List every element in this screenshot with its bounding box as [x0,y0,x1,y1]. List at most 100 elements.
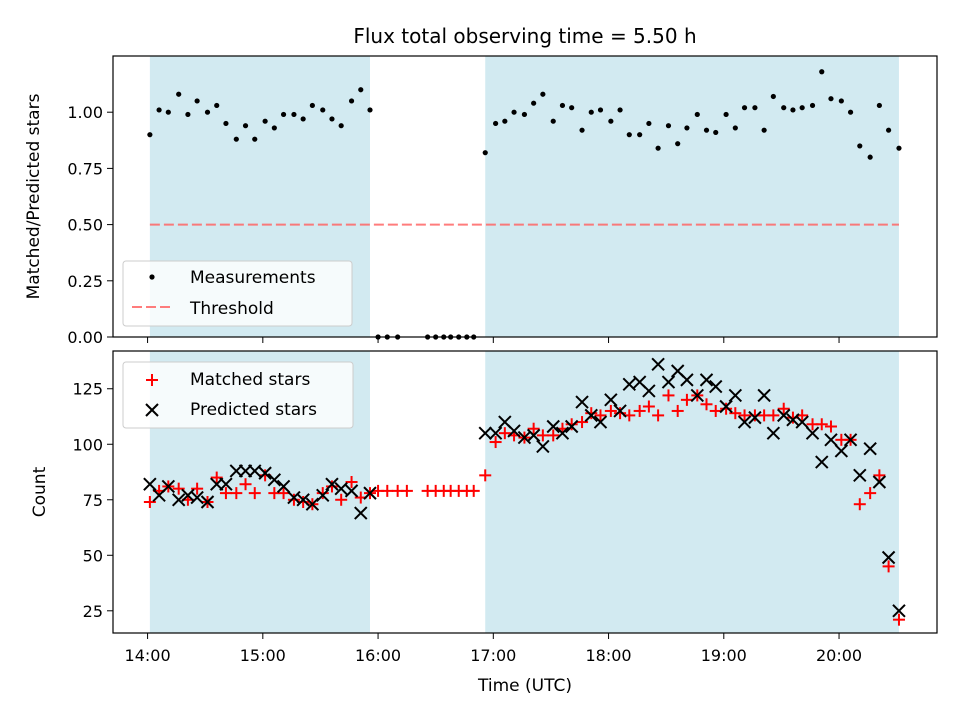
measurement-point [309,102,315,109]
measurement-point [271,125,277,131]
measurement-point [493,120,499,127]
matched-star-point [873,469,886,482]
measurement-point [320,107,326,113]
bottom-y-axis: 25 50 75 100 125 [72,380,113,621]
measurement-point [511,109,517,115]
measurement-point [521,111,528,118]
top-shaded-interval-1 [485,56,899,337]
predicted-star-point [834,444,849,458]
legend-matched-label: Matched stars [190,370,310,390]
predicted-star-point [316,488,330,503]
predicted-star-point [478,426,492,440]
matched-star-point [594,409,607,422]
predicted-star-point [344,484,359,498]
measurement-point [752,105,758,111]
measurement-point [723,111,729,118]
predicted-star-point [757,388,771,403]
measurement-point [194,98,200,104]
measurement-point [637,132,643,138]
chart-title: Flux total observing time = 5.50 h [353,24,696,48]
matched-star-point [467,484,480,497]
matched-star-point [853,498,866,511]
measurement-point [838,98,844,104]
predicted-star-point [593,415,608,429]
predicted-star-point [276,479,291,494]
measurement-point [559,102,566,109]
measurement-point [329,116,335,122]
predicted-star-point [805,426,820,440]
predicted-star-point [815,455,829,469]
matched-star-point [767,409,780,422]
predicted-star-point [161,479,176,494]
measurement-point [694,111,700,118]
measurement-point [291,111,297,118]
legend-predicted-marker [145,403,159,417]
matched-star-point [172,482,185,495]
top-axes-frame [112,55,938,338]
matched-star-point [498,427,511,440]
matched-star-point [335,493,348,506]
matched-star-point [400,484,413,497]
measurement-point [626,132,632,138]
matched-star-point [882,560,895,573]
predicted-star-point [843,433,858,447]
predicted-star-point [853,468,867,483]
predicted-points [143,357,906,618]
measurement-point [204,109,211,115]
matched-star-point [547,429,560,442]
matched-star-point [345,476,358,489]
x-tick-label: 20:00 [816,646,862,665]
bottom-y-tick-label: 125 [72,380,103,399]
predicted-star-point [719,399,733,414]
matched-star-point [536,429,549,442]
measurement-point [675,141,681,147]
predicted-star-point [363,486,377,500]
measurement-point [358,87,364,93]
top-y-tick-label: 0.00 [67,328,103,347]
matched-star-point [239,478,252,491]
predicted-star-point [555,426,570,440]
measurement-point [876,102,882,109]
measurement-point [790,107,796,113]
matched-star-point [143,495,156,508]
measurement-point [781,105,787,111]
top-y-tick-label: 0.75 [67,159,103,178]
predicted-star-point [305,497,320,511]
measurement-point [176,91,182,97]
measurement-point [214,102,220,109]
predicted-star-point [171,493,186,507]
measurement-point [646,120,652,127]
matched-star-point [219,487,232,500]
matched-star-point [316,487,329,500]
measurement-point [867,154,873,160]
matched-star-point [700,398,713,411]
predicted-star-point [622,377,637,392]
top-x-ticks [147,337,840,343]
measurement-point [242,123,249,129]
x-tick-label: 14:00 [125,646,171,665]
predicted-star-point [488,426,503,440]
x-axis-label: Time (UTC) [477,676,572,696]
matched-star-point [287,493,300,506]
measurement-point [770,93,776,100]
measurement-point [761,127,767,133]
measurement-point [713,129,719,136]
top-legend-box [122,260,353,327]
predicted-star-point [248,464,262,478]
measurement-point [885,127,892,133]
measurement-point [569,105,575,111]
top-panel: 0.00 0.25 0.50 0.75 1.00 Matched/Predicted s… [24,55,938,347]
legend-measurements-label: Measurements [190,268,316,288]
predicted-star-point [680,373,694,387]
predicted-star-point [200,495,215,509]
x-tick-label: 15:00 [240,646,286,665]
matched-star-point [709,404,722,417]
predicted-star-point [824,433,838,447]
measurement-point [597,107,604,113]
measurement-point [732,125,738,131]
top-shaded-regions [149,56,899,337]
bottom-legend-box [122,361,354,429]
bottom-legend: Matched stars Predicted stars [122,361,354,429]
bottom-axes-frame [112,350,938,634]
predicted-star-point [604,393,618,407]
